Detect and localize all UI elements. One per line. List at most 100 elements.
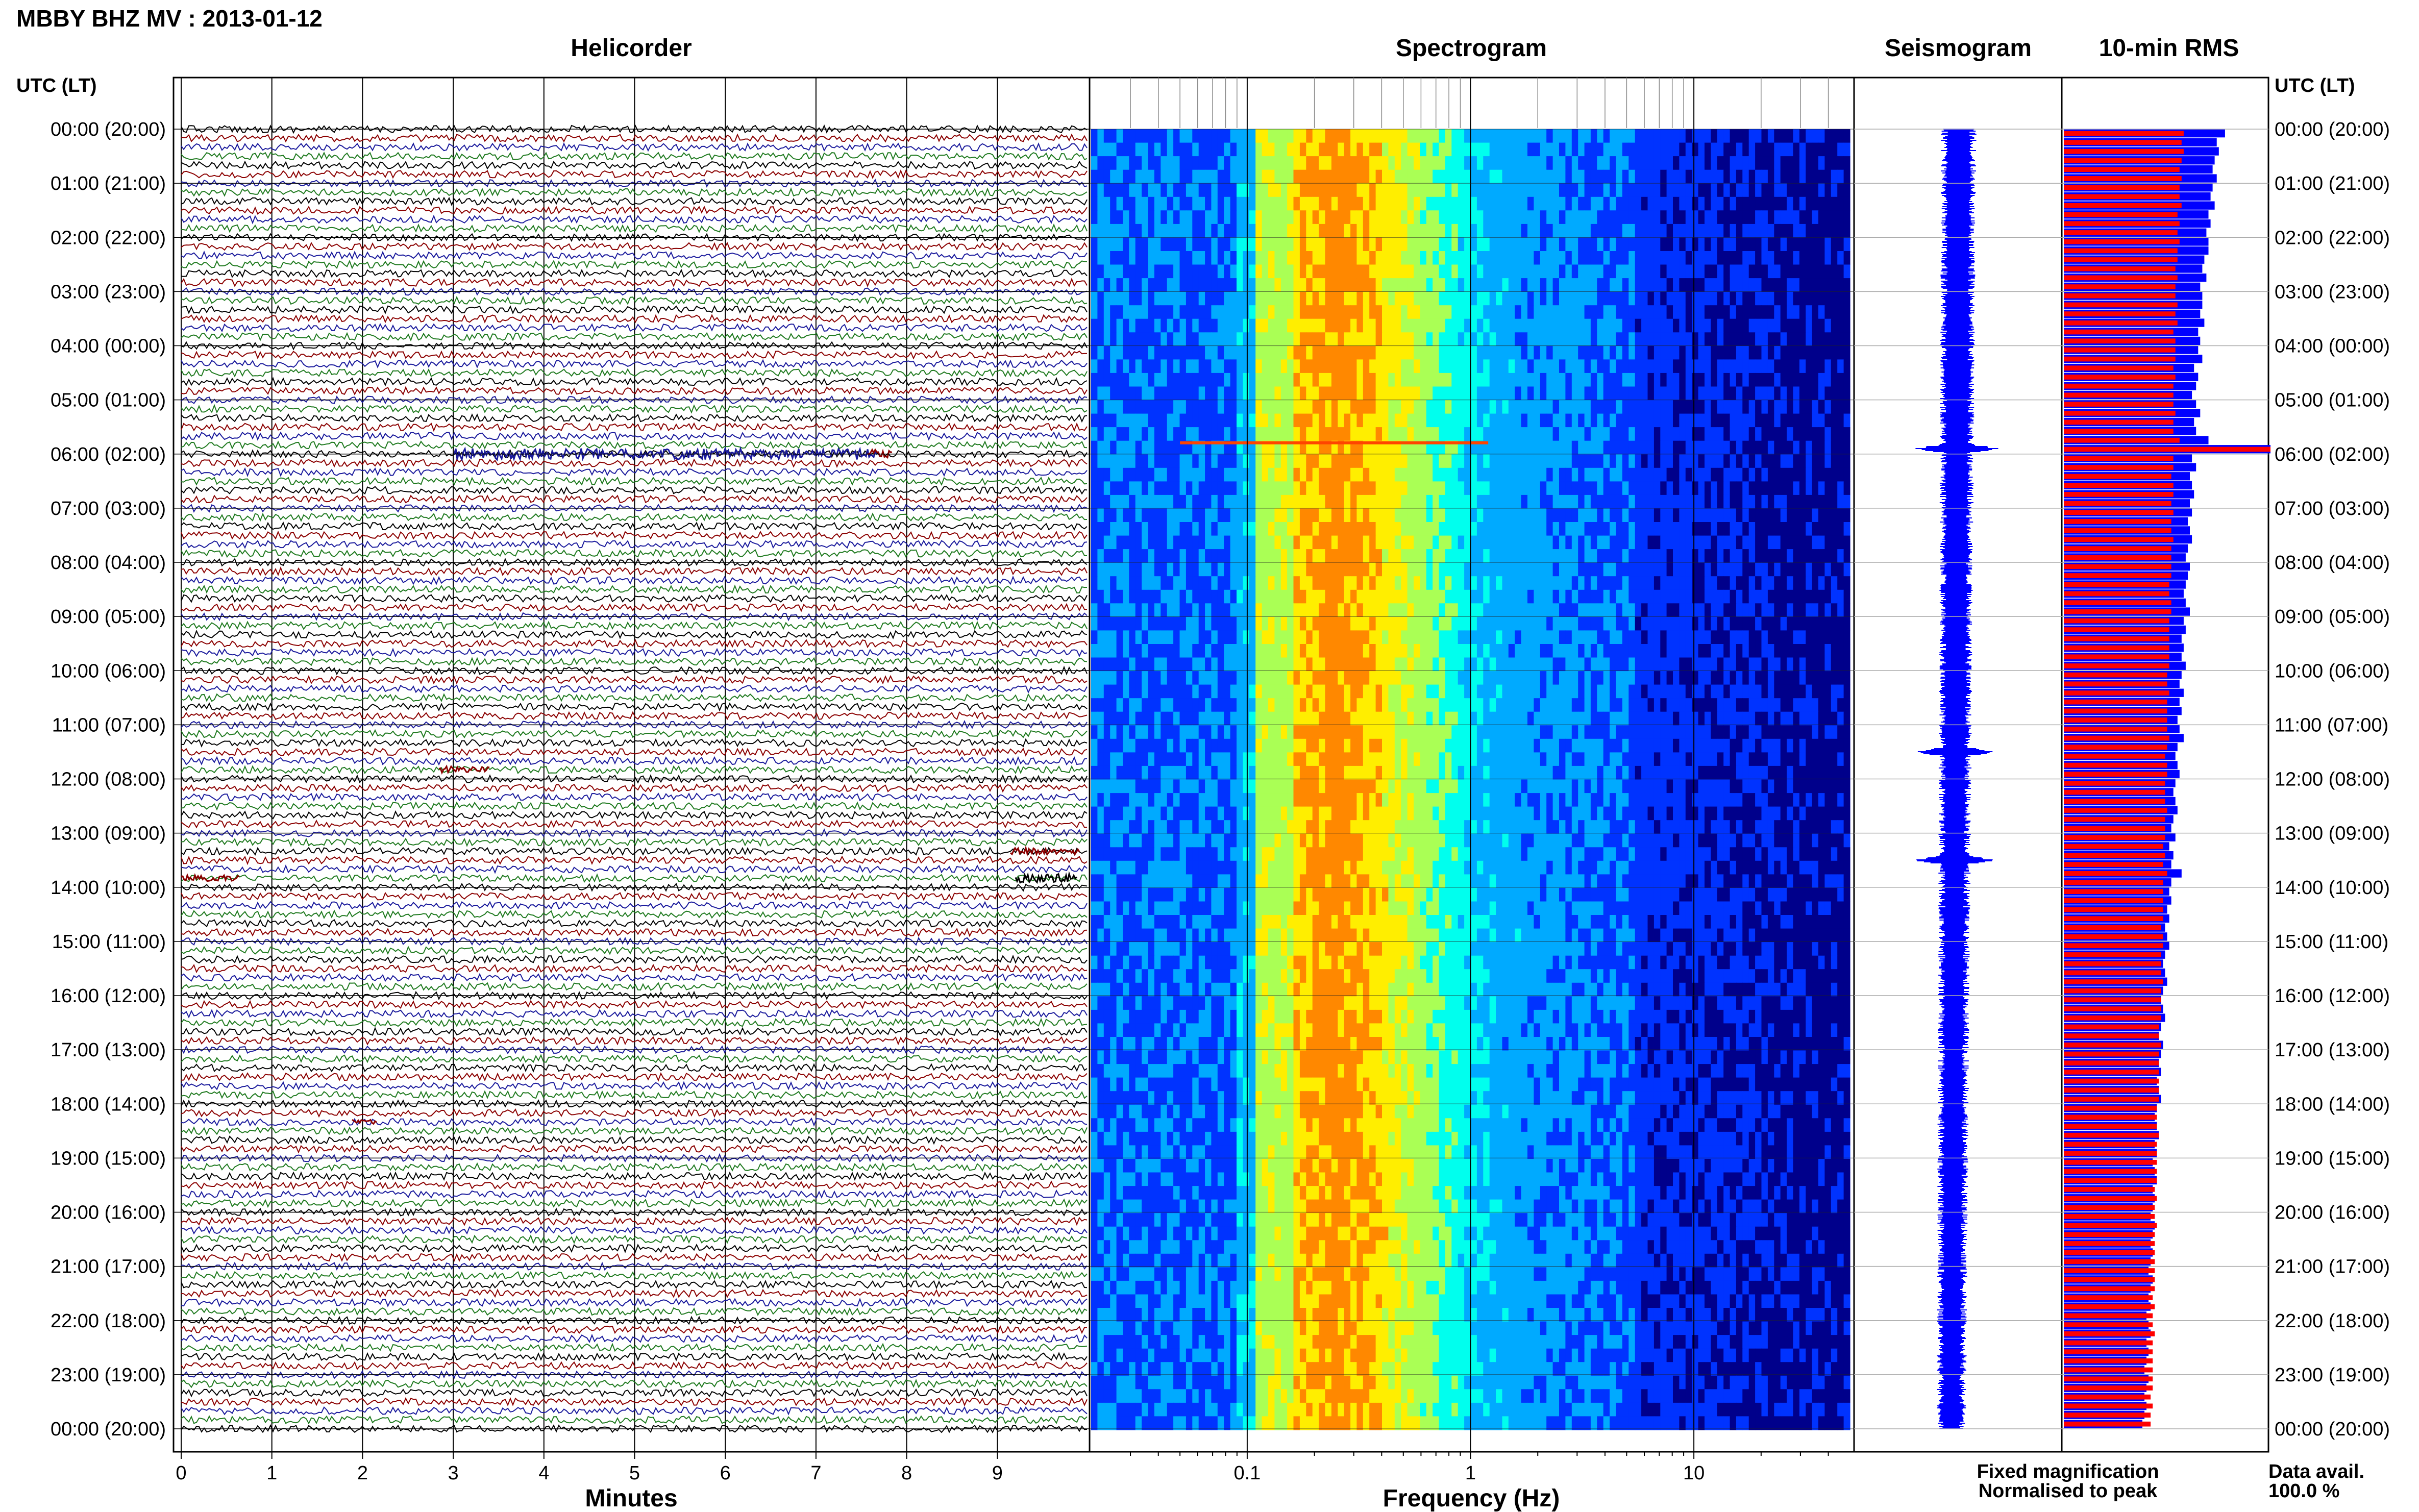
spectrogram-cell — [1401, 251, 1408, 265]
spectrogram-cell — [1824, 359, 1832, 374]
spectrogram-cell — [1331, 400, 1338, 414]
spectrogram-cell — [1837, 549, 1844, 563]
spectrogram-cell — [1464, 508, 1471, 523]
spectrogram-cell — [1338, 142, 1345, 157]
spectrogram-cell — [1414, 291, 1420, 306]
helicorder-event-trace — [352, 1119, 377, 1125]
spectrogram-cell — [1091, 373, 1098, 387]
spectrogram-cell — [1338, 427, 1345, 441]
spectrogram-cell — [1299, 318, 1306, 333]
spectrogram-cell — [1679, 210, 1686, 225]
spectrogram-cell — [1369, 345, 1376, 360]
spectrogram-cell — [1458, 359, 1465, 374]
spectrogram-cell — [1135, 142, 1142, 157]
spectrogram-cell — [1578, 657, 1585, 672]
spectrogram-cell — [1142, 156, 1149, 170]
spectrogram-cell — [1350, 264, 1357, 279]
spectrogram-cell — [1685, 481, 1692, 495]
spectrogram-cell — [1653, 183, 1661, 197]
spectrogram-cell — [1306, 318, 1313, 333]
spectrogram-cell — [1660, 345, 1667, 360]
spectrogram-cell — [1761, 251, 1768, 265]
spectrogram-cell — [1217, 467, 1224, 482]
helicorder-trace — [181, 1090, 1088, 1100]
spectrogram-cell — [1755, 305, 1762, 319]
spectrogram-cell — [1262, 318, 1269, 333]
spectrogram-cell — [1705, 373, 1711, 387]
spectrogram-cell — [1420, 224, 1427, 238]
spectrogram-cell — [1502, 386, 1509, 401]
spectrogram-cell — [1578, 278, 1585, 292]
spectrogram-cell — [1394, 467, 1401, 482]
spectrogram-cell — [1685, 278, 1692, 292]
spectrogram-cell — [1414, 562, 1420, 577]
spectrogram-cell — [1123, 657, 1129, 672]
spectrogram-cell — [1312, 305, 1319, 319]
spectrogram-cell — [1705, 400, 1711, 414]
spectrogram-cell — [1767, 318, 1774, 333]
spectrogram-cell — [1439, 386, 1446, 401]
spectrogram-cell — [1824, 644, 1832, 658]
spectrogram-cell — [1135, 630, 1142, 645]
spectrogram-cell — [1426, 427, 1433, 441]
spectrogram-cell — [1173, 508, 1180, 523]
spectrogram-cell — [1299, 386, 1306, 401]
spectrogram-cell — [1363, 400, 1370, 414]
spectrogram-cell — [1837, 454, 1844, 468]
spectrogram-cell — [1414, 169, 1420, 184]
spectrogram-cell — [1211, 467, 1218, 482]
spectrogram-cell — [1135, 183, 1142, 197]
spectrogram-cell — [1787, 644, 1794, 658]
spectrogram-cell — [1110, 454, 1117, 468]
spectrogram-cell — [1559, 603, 1566, 617]
spectrogram-cell — [1590, 467, 1597, 482]
spectrogram-cell — [1224, 196, 1231, 211]
spectrogram-cell — [1375, 413, 1383, 428]
spectrogram-cell — [1578, 264, 1585, 279]
spectrogram-cell — [1742, 373, 1749, 387]
spectrogram-cell — [1793, 264, 1800, 279]
spectrogram-cell — [1692, 413, 1699, 428]
spectrogram-cell — [1603, 657, 1610, 672]
helicorder-trace — [181, 1297, 1088, 1307]
spectrogram-cell — [1116, 251, 1123, 265]
spectrogram-cell — [1761, 576, 1768, 590]
spectrogram-cell — [1705, 359, 1711, 374]
spectrogram-cell — [1717, 183, 1724, 197]
spectrogram-cell — [1135, 413, 1142, 428]
spectrogram-cell — [1837, 224, 1844, 238]
spectrogram-cell — [1433, 196, 1440, 211]
spectrogram-cell — [1198, 332, 1205, 346]
spectrogram-cell — [1280, 156, 1288, 170]
spectrogram-cell — [1154, 657, 1161, 672]
spectrogram-cell — [1508, 467, 1515, 482]
spectrogram-cell — [1179, 251, 1187, 265]
spectrogram-cell — [1527, 644, 1534, 658]
spectrogram-cell — [1508, 400, 1515, 414]
spectrogram-cell — [1407, 522, 1414, 536]
spectrogram-cell — [1527, 562, 1534, 577]
spectrogram-cell — [1616, 291, 1623, 306]
spectrogram-cell — [1476, 359, 1484, 374]
spectrogram-cell — [1230, 671, 1237, 685]
spectrogram-cell — [1748, 467, 1756, 482]
spectrogram-cell — [1666, 508, 1673, 523]
spectrogram-cell — [1255, 535, 1263, 550]
spectrogram-cell — [1230, 237, 1237, 252]
spectrogram-cell — [1774, 169, 1781, 184]
spectrogram-cell — [1666, 278, 1673, 292]
spectrogram-cell — [1653, 318, 1661, 333]
helicorder-trace — [181, 1406, 1088, 1416]
spectrogram-cell — [1723, 142, 1731, 157]
spectrogram-cell — [1255, 318, 1263, 333]
spectrogram-cell — [1692, 454, 1699, 468]
spectrogram-cell — [1103, 603, 1110, 617]
spectrogram-cell — [1780, 305, 1787, 319]
helicorder-trace — [181, 584, 1088, 594]
spectrogram-cell — [1742, 589, 1749, 604]
spectrogram-cell — [1103, 671, 1110, 685]
spectrogram-cell — [1565, 156, 1572, 170]
spectrogram-cell — [1401, 494, 1408, 509]
spectrogram-cell — [1628, 562, 1636, 577]
spectrogram-cell — [1755, 427, 1762, 441]
